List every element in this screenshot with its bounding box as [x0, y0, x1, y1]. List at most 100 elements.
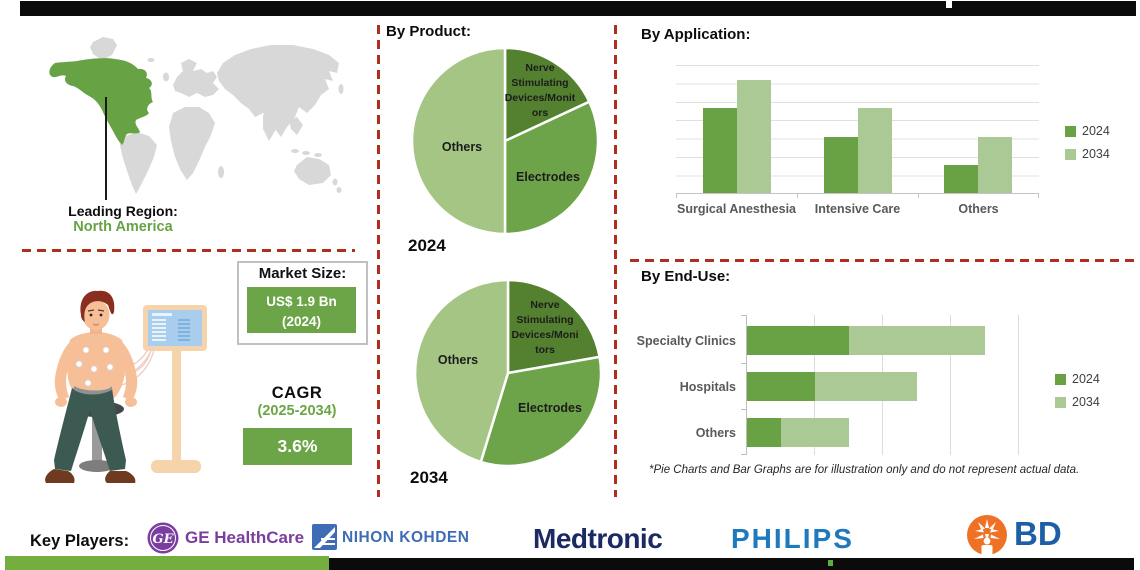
by-end-use-legend: 2024 2034 [1055, 372, 1100, 409]
chest-electrodes [75, 346, 114, 387]
map-africa [169, 107, 215, 180]
legend-item-2034: 2034 [1055, 395, 1100, 409]
pie-chart-2024: Nerve Stimulating Devices/Monit ors Electrod… [410, 46, 600, 236]
legend-item-2024: 2024 [1065, 124, 1110, 138]
leading-region-value: North America [73, 219, 173, 235]
svg-text:GE: GE [152, 532, 174, 547]
bar-2034-others [978, 137, 1012, 193]
divider-vertical-2 [614, 25, 617, 497]
pie-slice-label: Stimulating [511, 77, 568, 89]
axis-tick [741, 454, 746, 455]
cagr-range: (2025-2034) [257, 403, 337, 419]
pie-chart-2034: Nerve Stimulating Devices/Moni tors Electrod… [413, 278, 603, 468]
x-axis-category-label: Others [958, 202, 999, 216]
bottom-bar-black [329, 558, 1134, 570]
bd-wordmark: BD [1014, 515, 1062, 552]
pie-slice-nerve-stimulating-devices-monitors [503, 46, 591, 143]
nihon-kohden-wordmark: NIHON KOHDEN [342, 529, 470, 546]
axis-tick [918, 194, 919, 198]
by-product-title: By Product: [386, 23, 472, 40]
pie-slice-others [410, 46, 507, 236]
pie-slice-label: tors [535, 344, 555, 356]
pie-slice-others [413, 278, 510, 464]
x-axis-category-label: Intensive Care [814, 202, 901, 216]
map-south-america [120, 132, 157, 194]
cagr-value: 3.6% [243, 428, 352, 465]
bottom-bar-green-tick [828, 560, 833, 566]
market-size-title: Market Size: [258, 265, 347, 282]
divider-vertical-1 [377, 25, 380, 497]
leading-region-label: Leading Region: [68, 203, 178, 219]
x-axis-line [676, 193, 1039, 194]
pie-slice-nerve-stimulating-devices-monitors [506, 278, 602, 375]
monitor-pole [172, 344, 181, 464]
key-players-label: Key Players: [30, 532, 130, 550]
market-size-box: Market Size: US$ 1.9 Bn (2024) [237, 261, 368, 345]
bar-segment-2024-specialty-clinics [747, 326, 849, 355]
pie-slice-label: Others [438, 353, 478, 367]
pie-slice-label: Electrodes [516, 170, 580, 184]
divider-left-horizontal [22, 249, 355, 252]
legend-item-2034: 2034 [1065, 147, 1110, 161]
map-greenland [90, 37, 117, 60]
bar-2024-others [944, 165, 978, 193]
map-australia [294, 157, 331, 185]
pie-slice-label: Others [442, 140, 482, 154]
map-continents-gray [90, 37, 344, 194]
pie-slice-label: Nerve [525, 62, 554, 74]
bar-segment-2034-specialty-clinics [849, 326, 985, 355]
nihon-kohden-logo-icon [312, 524, 337, 550]
legend-swatch-2024 [1055, 373, 1066, 385]
x-axis-category-label: Surgical Anesthesia [676, 202, 797, 216]
bd-logo-icon [967, 515, 1007, 557]
cagr-title: CAGR [271, 384, 323, 402]
clipped-title-glyph [946, 1, 952, 8]
monitor-base [151, 460, 201, 473]
pie-slice-label: Stimulating [516, 314, 573, 326]
pie-slice-label: Devices/Monit [505, 92, 576, 104]
cagr-block: CAGR (2025-2034) [232, 384, 362, 419]
legend-swatch-2024 [1065, 125, 1076, 137]
pie-2024-year-label: 2024 [408, 236, 446, 255]
disclaimer-footnote: *Pie Charts and Bar Graphs are for illus… [649, 464, 1080, 476]
y-axis-line [746, 315, 747, 455]
patient-hair [80, 290, 115, 322]
ge-healthcare-wordmark: GE HealthCare [185, 528, 305, 547]
legend-swatch-2034 [1055, 396, 1066, 408]
top-title-banner [20, 1, 1136, 16]
axis-tick [741, 315, 746, 316]
by-end-use-title: By End-Use: [641, 268, 731, 285]
by-application-chart: Surgical Anesthesia Intensive Care Others [676, 65, 1039, 216]
patient-monitoring-illustration [45, 290, 207, 483]
by-application-title: By Application: [641, 26, 751, 43]
patient-figure [45, 290, 138, 483]
pie-slice-label: Electrodes [518, 401, 582, 415]
patient-head [82, 300, 110, 330]
market-size-year: (2024) [281, 313, 322, 329]
bar-segment-2034-hospitals [815, 372, 917, 401]
legend-label-2034: 2034 [1082, 147, 1110, 161]
legend-label-2034: 2034 [1072, 395, 1100, 409]
axis-tick [1038, 194, 1039, 198]
monitor-screen-readings [152, 313, 172, 341]
medtronic-wordmark: Medtronic [533, 523, 663, 554]
bar-2024-surgical-anesthesia [703, 108, 737, 193]
y-axis-category-label: Others [695, 426, 736, 440]
map-north-america-highlight [49, 58, 153, 146]
axis-tick [797, 194, 798, 198]
pie-slice-label: Devices/Moni [511, 329, 578, 341]
axis-tick [741, 363, 746, 364]
pie-slice-label: Nerve [530, 299, 559, 311]
axis-tick [741, 409, 746, 410]
legend-label-2024: 2024 [1072, 372, 1100, 386]
divider-right-horizontal [630, 259, 1135, 262]
by-application-legend: 2024 2034 [1065, 124, 1110, 161]
by-end-use-chart: Specialty Clinics Hospitals Others [637, 315, 1040, 455]
bar-2034-intensive-care [858, 108, 892, 193]
patient-trousers [54, 388, 126, 471]
patient-shoe [45, 469, 75, 483]
map-pointer-line [105, 97, 107, 200]
pie-slice-electrodes [503, 100, 600, 236]
leading-region: Leading Region: North America [38, 203, 208, 235]
